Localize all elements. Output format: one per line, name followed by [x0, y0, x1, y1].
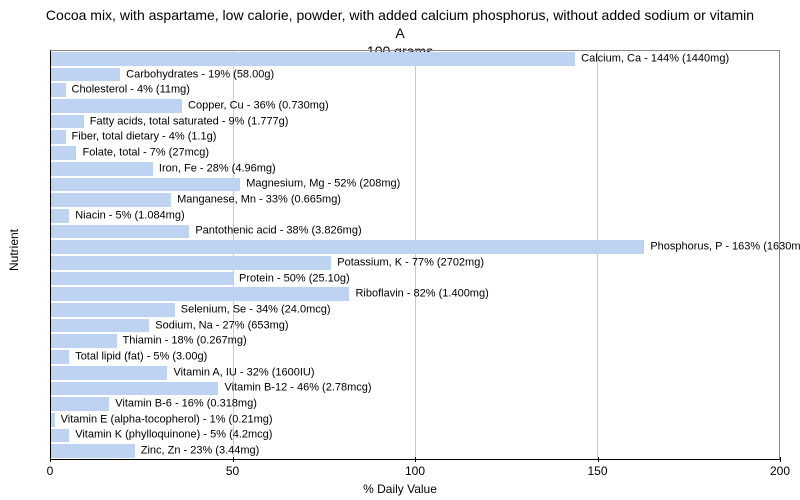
bar	[51, 209, 69, 223]
bar-row: Vitamin E (alpha-tocopherol) - 1% (0.21m…	[51, 412, 779, 428]
bar-row: Selenium, Se - 34% (24.0mcg)	[51, 302, 779, 318]
x-tick-mark	[415, 457, 416, 462]
bar	[51, 429, 69, 443]
bar-label: Total lipid (fat) - 5% (3.00g)	[75, 351, 207, 362]
bar-label: Vitamin B-12 - 46% (2.78mcg)	[224, 383, 371, 394]
x-axis-ticks: 050100150200	[50, 462, 780, 478]
bar-row: Pantothenic acid - 38% (3.826mg)	[51, 224, 779, 240]
bar-row: Riboflavin - 82% (1.400mg)	[51, 286, 779, 302]
bar	[51, 146, 76, 160]
bar-label: Iron, Fe - 28% (4.96mg)	[159, 163, 276, 174]
x-tick-label: 0	[47, 464, 54, 478]
bar	[51, 397, 109, 411]
bar	[51, 444, 135, 458]
bar-label: Manganese, Mn - 33% (0.665mg)	[177, 195, 341, 206]
x-tick-label: 200	[770, 464, 790, 478]
bar-row: Fiber, total dietary - 4% (1.1g)	[51, 129, 779, 145]
bar-label: Sodium, Na - 27% (653mg)	[155, 320, 288, 331]
bar	[51, 272, 233, 286]
bar-label: Cholesterol - 4% (11mg)	[72, 85, 190, 96]
chart-title-line1: Cocoa mix, with aspartame, low calorie, …	[46, 7, 754, 41]
bar	[51, 83, 66, 97]
bar	[51, 52, 575, 66]
bar-row: Magnesium, Mg - 52% (208mg)	[51, 177, 779, 193]
bar	[51, 350, 69, 364]
bar-row: Vitamin A, IU - 32% (1600IU)	[51, 365, 779, 381]
bar-label: Phosphorus, P - 163% (1630mg)	[650, 242, 800, 253]
bar-row: Potassium, K - 77% (2702mg)	[51, 255, 779, 271]
bar-label: Fatty acids, total saturated - 9% (1.777…	[90, 116, 289, 127]
bar	[51, 256, 331, 270]
bar-row: Protein - 50% (25.10g)	[51, 271, 779, 287]
bar-label: Potassium, K - 77% (2702mg)	[337, 257, 484, 268]
bar	[51, 68, 120, 82]
bar-label: Selenium, Se - 34% (24.0mcg)	[181, 304, 331, 315]
bar	[51, 413, 55, 427]
chart-container: Cocoa mix, with aspartame, low calorie, …	[0, 0, 800, 500]
x-tick-label: 100	[405, 464, 425, 478]
x-tick-label: 50	[226, 464, 239, 478]
bar-row: Vitamin B-12 - 46% (2.78mcg)	[51, 381, 779, 397]
bar-label: Copper, Cu - 36% (0.730mg)	[188, 100, 329, 111]
x-tick-mark	[50, 457, 51, 462]
bar-row: Folate, total - 7% (27mcg)	[51, 145, 779, 161]
bar-row: Phosphorus, P - 163% (1630mg)	[51, 239, 779, 255]
x-tick-mark	[233, 457, 234, 462]
bar	[51, 287, 349, 301]
bar-row: Manganese, Mn - 33% (0.665mg)	[51, 192, 779, 208]
bar-label: Zinc, Zn - 23% (3.44mg)	[141, 446, 260, 457]
bar	[51, 319, 149, 333]
bar-label: Vitamin K (phylloquinone) - 5% (4.2mcg)	[75, 430, 272, 441]
bar	[51, 193, 171, 207]
bar-row: Thiamin - 18% (0.267mg)	[51, 333, 779, 349]
x-tick-label: 150	[587, 464, 607, 478]
bar-label: Niacin - 5% (1.084mg)	[75, 210, 184, 221]
bar	[51, 303, 175, 317]
bar-row: Total lipid (fat) - 5% (3.00g)	[51, 349, 779, 365]
x-tick-mark	[780, 457, 781, 462]
plot-wrap: Calcium, Ca - 144% (1440mg) Carbohydrates…	[50, 50, 780, 460]
bar-row: Calcium, Ca - 144% (1440mg)	[51, 51, 779, 67]
bar-row: Cholesterol - 4% (11mg)	[51, 82, 779, 98]
bar-label: Fiber, total dietary - 4% (1.1g)	[72, 132, 217, 143]
bar-label: Vitamin A, IU - 32% (1600IU)	[173, 367, 314, 378]
bar	[51, 99, 182, 113]
bar-row: Vitamin K (phylloquinone) - 5% (4.2mcg)	[51, 428, 779, 444]
bar	[51, 162, 153, 176]
bar	[51, 240, 644, 254]
bar-row: Fatty acids, total saturated - 9% (1.777…	[51, 114, 779, 130]
bar-row: Niacin - 5% (1.084mg)	[51, 208, 779, 224]
bar	[51, 130, 66, 144]
bar-label: Calcium, Ca - 144% (1440mg)	[581, 53, 729, 64]
bar-row: Iron, Fe - 28% (4.96mg)	[51, 161, 779, 177]
x-tick-mark	[598, 457, 599, 462]
plot-area: Calcium, Ca - 144% (1440mg) Carbohydrates…	[50, 50, 780, 460]
x-axis-title: % Daily Value	[363, 482, 437, 496]
bar-label: Pantothenic acid - 38% (3.826mg)	[195, 226, 361, 237]
y-axis-title: Nutrient	[7, 229, 21, 271]
bar	[51, 382, 218, 396]
bar	[51, 366, 167, 380]
bar-row: Sodium, Na - 27% (653mg)	[51, 318, 779, 334]
bar-label: Riboflavin - 82% (1.400mg)	[355, 289, 488, 300]
bar-label: Vitamin B-6 - 16% (0.318mg)	[115, 399, 257, 410]
bar	[51, 225, 189, 239]
bar-label: Carbohydrates - 19% (58.00g)	[126, 69, 274, 80]
bar	[51, 334, 117, 348]
bar-row: Carbohydrates - 19% (58.00g)	[51, 67, 779, 83]
bar-row: Copper, Cu - 36% (0.730mg)	[51, 98, 779, 114]
bar-row: Vitamin B-6 - 16% (0.318mg)	[51, 396, 779, 412]
bar-label: Magnesium, Mg - 52% (208mg)	[246, 179, 400, 190]
bar-label: Vitamin E (alpha-tocopherol) - 1% (0.21m…	[61, 414, 273, 425]
bar	[51, 178, 240, 192]
bar-label: Protein - 50% (25.10g)	[239, 273, 350, 284]
bar-label: Thiamin - 18% (0.267mg)	[123, 336, 247, 347]
bar-label: Folate, total - 7% (27mcg)	[82, 147, 209, 158]
bar	[51, 115, 84, 129]
